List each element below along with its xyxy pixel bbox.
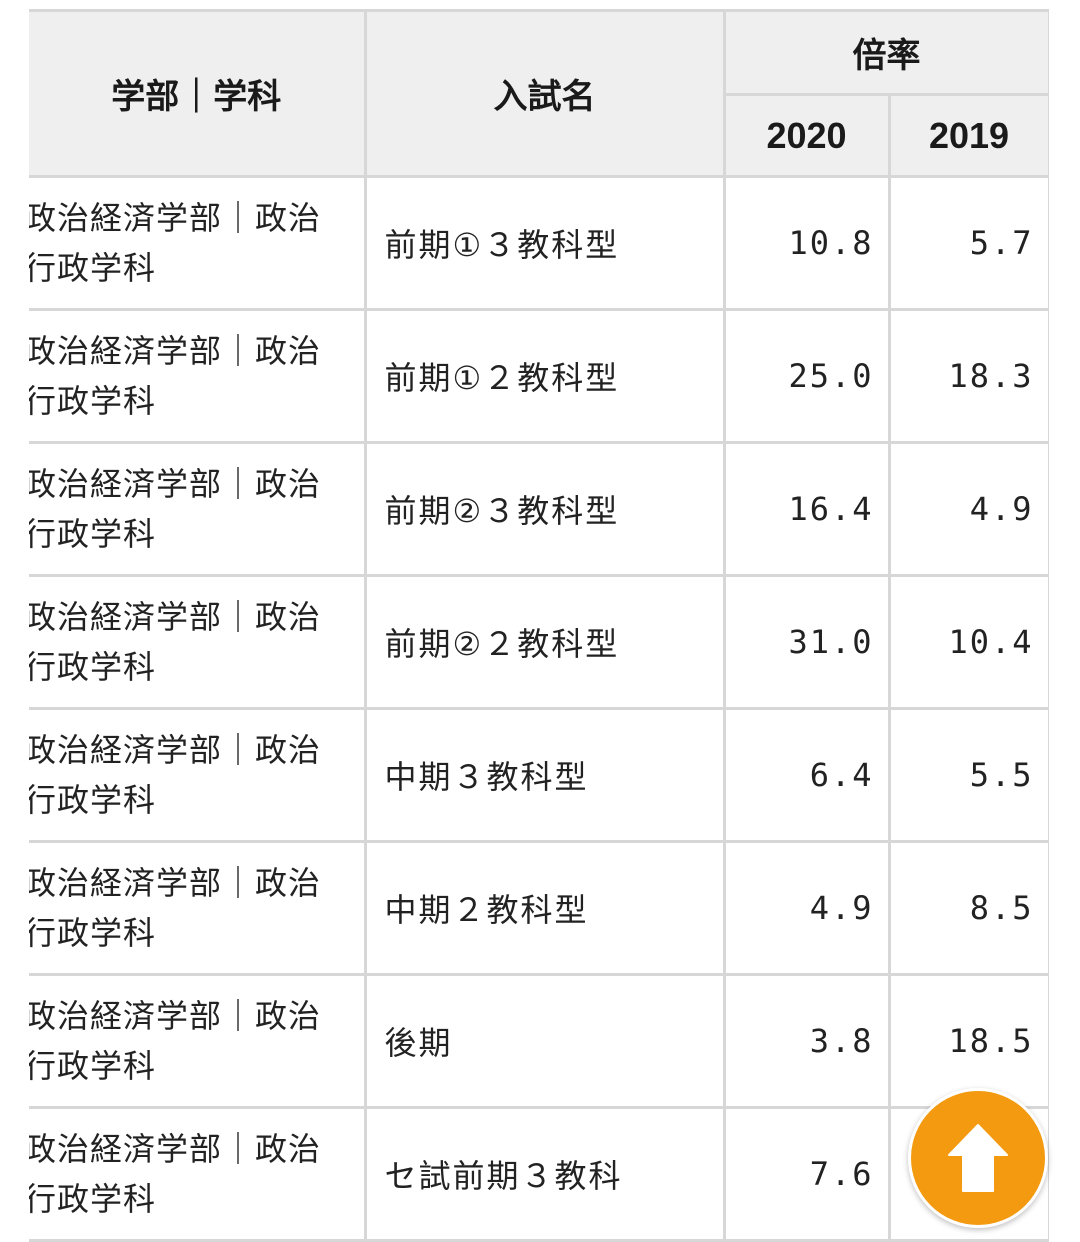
table-row: 政治経済学部｜政治行政学科 セ試前期３教科 7.6: [29, 1106, 1049, 1242]
admission-ratio-table-container: 学部｜学科 入試名 倍率 2020 2019 政治経済学部｜政治行政学科 前期①…: [29, 9, 1049, 1242]
table-header: 学部｜学科 入試名 倍率 2020 2019: [29, 9, 1049, 178]
cell-ratio-2020: 16.4: [722, 441, 891, 577]
table-row: 政治経済学部｜政治行政学科 中期２教科型 4.9 8.5: [29, 840, 1049, 976]
header-department: 学部｜学科: [29, 9, 367, 178]
cell-ratio-2019: 5.7: [887, 175, 1049, 311]
cell-department: 政治経済学部｜政治行政学科: [29, 175, 367, 311]
cell-ratio-2020: 31.0: [722, 574, 891, 710]
table-row: 政治経済学部｜政治行政学科 前期②３教科型 16.4 4.9: [29, 441, 1049, 577]
cell-exam-name: 中期２教科型: [363, 840, 726, 976]
header-exam-name: 入試名: [363, 9, 726, 178]
cell-exam-name: 前期②２教科型: [363, 574, 726, 710]
cell-exam-name: 前期②３教科型: [363, 441, 726, 577]
cell-ratio-2020: 7.6: [722, 1106, 891, 1242]
table-row: 政治経済学部｜政治行政学科 前期②２教科型 31.0 10.4: [29, 574, 1049, 710]
header-year-2019: 2019: [887, 93, 1049, 178]
cell-ratio-2019: 18.5: [887, 973, 1049, 1109]
cell-ratio-2019: 10.4: [887, 574, 1049, 710]
table-row: 政治経済学部｜政治行政学科 前期①２教科型 25.0 18.3: [29, 308, 1049, 444]
cell-ratio-2019: 8.5: [887, 840, 1049, 976]
scroll-to-top-button[interactable]: [908, 1088, 1048, 1228]
header-year-2020: 2020: [722, 93, 891, 178]
cell-department: 政治経済学部｜政治行政学科: [29, 973, 367, 1109]
cell-department: 政治経済学部｜政治行政学科: [29, 441, 367, 577]
cell-department: 政治経済学部｜政治行政学科: [29, 308, 367, 444]
cell-exam-name: 後期: [363, 973, 726, 1109]
cell-ratio-2020: 6.4: [722, 707, 891, 843]
cell-exam-name: 中期３教科型: [363, 707, 726, 843]
table-row: 政治経済学部｜政治行政学科 後期 3.8 18.5: [29, 973, 1049, 1109]
cell-ratio-2020: 25.0: [722, 308, 891, 444]
cell-ratio-2020: 3.8: [722, 973, 891, 1109]
cell-ratio-2019: 4.9: [887, 441, 1049, 577]
header-ratio: 倍率: [722, 9, 1049, 96]
cell-exam-name: セ試前期３教科: [363, 1106, 726, 1242]
cell-department: 政治経済学部｜政治行政学科: [29, 707, 367, 843]
cell-ratio-2020: 10.8: [722, 175, 891, 311]
cell-ratio-2020: 4.9: [722, 840, 891, 976]
cell-exam-name: 前期①２教科型: [363, 308, 726, 444]
cell-department: 政治経済学部｜政治行政学科: [29, 1106, 367, 1242]
table-row: 政治経済学部｜政治行政学科 中期３教科型 6.4 5.5: [29, 707, 1049, 843]
table-row: 政治経済学部｜政治行政学科 前期①３教科型 10.8 5.7: [29, 175, 1049, 311]
cell-department: 政治経済学部｜政治行政学科: [29, 840, 367, 976]
admission-ratio-table: 学部｜学科 入試名 倍率 2020 2019 政治経済学部｜政治行政学科 前期①…: [29, 9, 1049, 1242]
cell-ratio-2019: 18.3: [887, 308, 1049, 444]
arrow-up-icon: [948, 1124, 1008, 1192]
table-body: 政治経済学部｜政治行政学科 前期①３教科型 10.8 5.7 政治経済学部｜政治…: [29, 175, 1049, 1242]
cell-exam-name: 前期①３教科型: [363, 175, 726, 311]
cell-ratio-2019: 5.5: [887, 707, 1049, 843]
cell-department: 政治経済学部｜政治行政学科: [29, 574, 367, 710]
